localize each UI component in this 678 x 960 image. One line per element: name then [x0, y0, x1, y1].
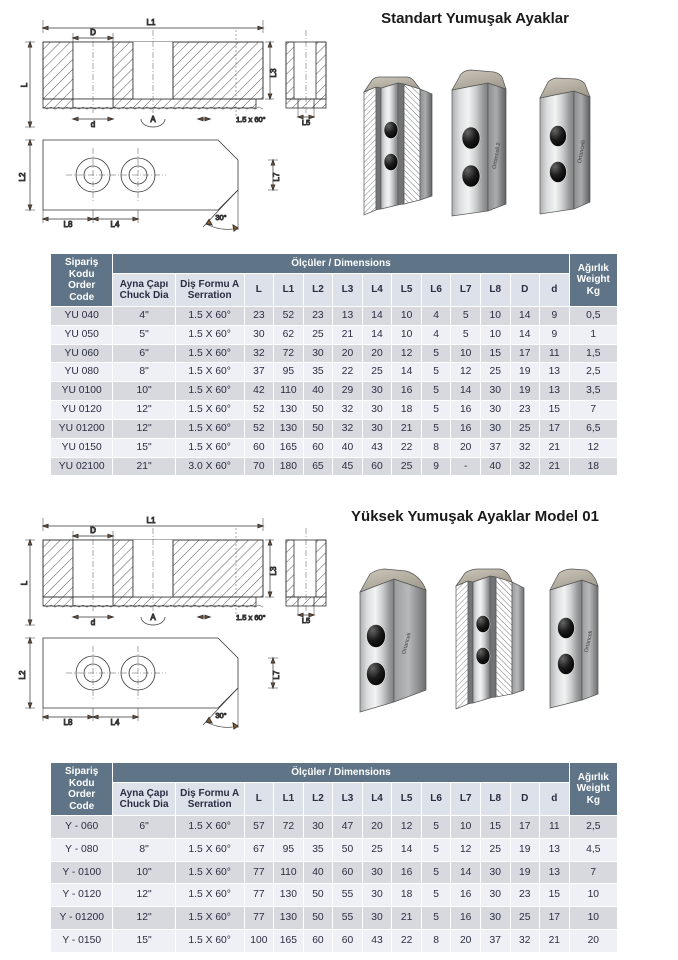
svg-text:L4: L4 — [111, 220, 120, 229]
svg-text:L8: L8 — [64, 718, 73, 727]
svg-text:L4: L4 — [111, 718, 120, 727]
svg-text:1.5 x 60°: 1.5 x 60° — [236, 613, 266, 622]
svg-text:L1: L1 — [147, 516, 156, 525]
svg-text:L1: L1 — [147, 18, 156, 27]
svg-text:L3: L3 — [269, 566, 278, 575]
svg-text:L7: L7 — [272, 172, 281, 181]
svg-text:L8: L8 — [64, 220, 73, 229]
svg-text:L5: L5 — [302, 118, 310, 127]
svg-text:A: A — [150, 613, 156, 622]
svg-text:L7: L7 — [272, 670, 281, 679]
svg-text:1.5 x 60°: 1.5 x 60° — [236, 115, 266, 124]
svg-text:d: d — [91, 120, 95, 129]
svg-text:L2: L2 — [18, 670, 27, 679]
svg-text:d: d — [91, 618, 95, 627]
svg-text:30°: 30° — [215, 711, 226, 720]
svg-text:A: A — [150, 115, 156, 124]
svg-text:30°: 30° — [215, 213, 226, 222]
svg-text:L2: L2 — [18, 172, 27, 181]
svg-text:L5: L5 — [302, 616, 310, 625]
svg-text:L: L — [20, 580, 29, 585]
svg-text:L: L — [20, 82, 29, 87]
svg-text:L3: L3 — [269, 68, 278, 77]
